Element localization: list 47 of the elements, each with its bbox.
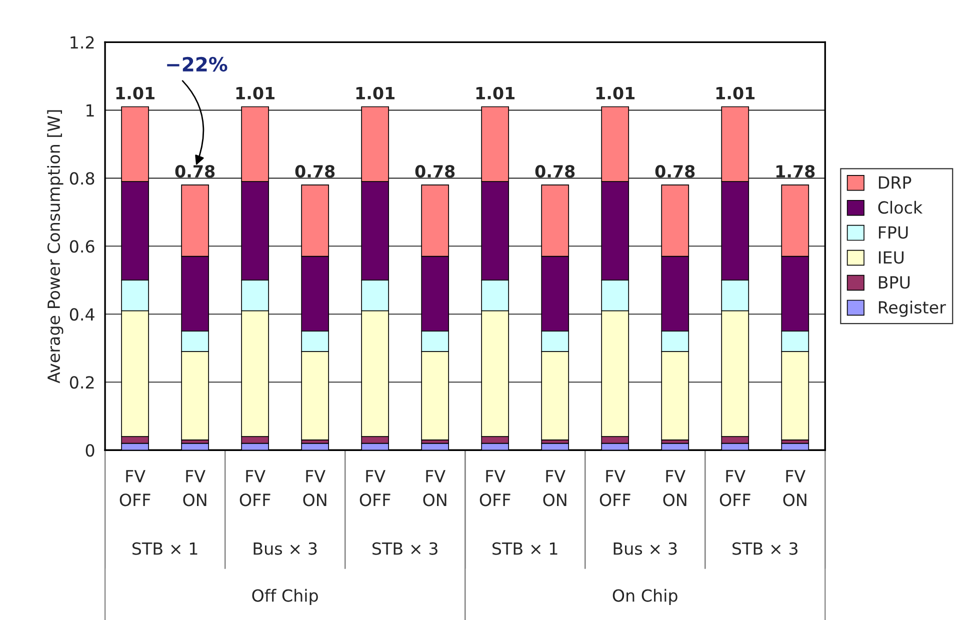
- x-tick-label: FV OFF: [600, 470, 630, 506]
- legend-label: BPU: [878, 276, 910, 289]
- legend-label: IEU: [878, 251, 904, 264]
- text: Off Chip: [252, 588, 318, 606]
- x-tick-label: FV OFF: [120, 470, 150, 506]
- text: STB × 1: [492, 542, 558, 555]
- text: STB × 1: [132, 542, 198, 555]
- total-label: 1.01: [716, 86, 755, 100]
- y-axis-title: Average Power Consumption [W]: [47, 110, 64, 384]
- y-tick-label: 0.6: [70, 240, 94, 253]
- annotation: 1.78: [776, 165, 815, 178]
- total-label: 1.01: [116, 86, 154, 100]
- x-tick-label: FV ON: [663, 470, 686, 506]
- y-tick-label: 0.4: [70, 308, 94, 321]
- x-tick-label: FV ON: [423, 470, 446, 506]
- y-tick-label: 1.2: [70, 36, 94, 48]
- annotation: −22%: [167, 56, 228, 72]
- text: STB × 3: [372, 542, 438, 555]
- legend-label: Clock: [878, 200, 923, 214]
- total-label: 1.01: [596, 86, 635, 100]
- y-tick-label: 0.2: [70, 376, 94, 389]
- x-tick-label: FV ON: [183, 470, 206, 506]
- total-label: 0.78: [415, 165, 455, 178]
- legend-label: FPU: [878, 226, 908, 239]
- total-label: 1.01: [476, 86, 515, 100]
- total-label: 0.78: [295, 165, 335, 178]
- x-tick-label: FV ON: [303, 470, 326, 506]
- text: Bus × 3: [614, 542, 677, 555]
- x-tick-label: FV OFF: [480, 470, 510, 506]
- x-tick-label: FV ON: [543, 470, 566, 506]
- total-label: 0.78: [535, 165, 575, 178]
- total-label: 1.01: [236, 86, 274, 100]
- text: Bus × 3: [254, 542, 317, 555]
- legend-label: Register: [878, 300, 946, 317]
- x-tick-label: FV OFF: [360, 470, 390, 506]
- text: STB × 3: [732, 542, 798, 555]
- y-tick-label: 0: [86, 444, 94, 457]
- y-tick-label: 1: [86, 104, 94, 116]
- y-tick-label: 0.8: [70, 172, 94, 185]
- legend-label: DRP: [878, 176, 912, 189]
- x-tick-label: FV OFF: [240, 470, 270, 506]
- x-tick-label: FV OFF: [720, 470, 750, 506]
- total-label: 0.78: [175, 165, 215, 178]
- x-tick-label: FV ON: [783, 470, 806, 506]
- total-label: 0.78: [655, 165, 695, 178]
- text: On Chip: [612, 588, 678, 606]
- total-label: 1.01: [356, 86, 394, 100]
